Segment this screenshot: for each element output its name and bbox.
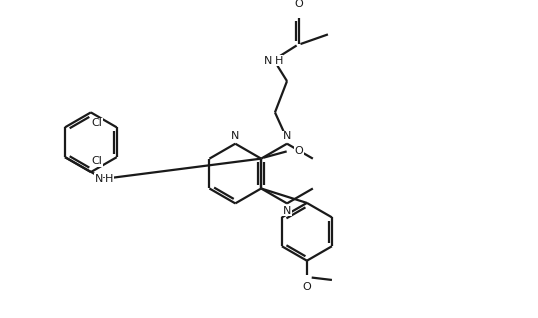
Text: N: N <box>95 174 103 184</box>
Text: N: N <box>231 131 239 141</box>
Text: Cl: Cl <box>91 119 102 128</box>
Text: O: O <box>295 146 303 156</box>
Text: Cl: Cl <box>91 156 102 166</box>
Text: N: N <box>283 131 291 141</box>
Text: H: H <box>105 174 114 184</box>
Text: O: O <box>302 282 312 292</box>
Text: H: H <box>274 56 283 66</box>
Text: N: N <box>264 56 272 66</box>
Text: N: N <box>283 206 291 216</box>
Text: O: O <box>295 0 303 9</box>
Text: H: H <box>100 174 108 184</box>
